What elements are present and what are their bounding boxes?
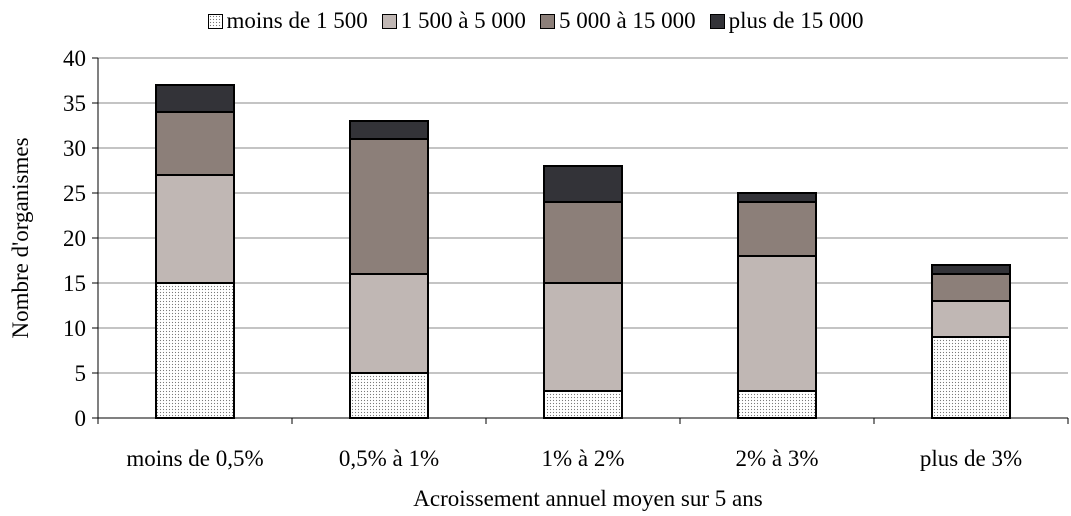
x-tick-label: 2% à 3%	[735, 446, 818, 471]
bar-segment	[155, 282, 235, 419]
bars	[155, 84, 1011, 419]
y-tick-label: 25	[63, 181, 86, 206]
bar-segment	[543, 201, 623, 284]
y-tick-label: 35	[63, 91, 86, 116]
legend-item-1500-5000: 1 500 à 5 000	[381, 8, 526, 34]
swatch-5000-15000	[539, 13, 555, 29]
legend-item-5000-15000: 5 000 à 15 000	[539, 8, 696, 34]
swatch-1500-5000	[381, 13, 397, 29]
legend-item-under-1500: moins de 1 500	[207, 8, 368, 34]
legend-label: 1 500 à 5 000	[400, 8, 526, 33]
bar-segment	[155, 111, 235, 176]
bar-segment	[931, 336, 1011, 419]
legend-item-over-15000: plus de 15 000	[709, 8, 864, 34]
y-axis-label: Nombre d'organismes	[8, 137, 33, 338]
bar-segment	[543, 282, 623, 392]
legend-label: 5 000 à 15 000	[558, 8, 696, 33]
bar-segment	[931, 264, 1011, 275]
x-tick-label: 0,5% à 1%	[339, 446, 439, 471]
y-tick-label: 15	[63, 271, 86, 296]
bar-segment	[737, 390, 817, 419]
y-tick-label: 30	[63, 136, 86, 161]
y-tick-label: 20	[63, 226, 86, 251]
legend: moins de 1 500 1 500 à 5 000 5 000 à 15 …	[0, 8, 1071, 34]
bar-segment	[155, 174, 235, 284]
y-tick-label: 0	[75, 406, 87, 431]
x-tick-label: moins de 0,5%	[126, 446, 263, 471]
legend-label: plus de 15 000	[728, 8, 864, 33]
bar-segment	[349, 120, 429, 140]
bar-segment	[543, 165, 623, 203]
bar-segment	[737, 192, 817, 203]
swatch-under-1500	[207, 13, 223, 29]
swatch-over-15000	[709, 13, 725, 29]
x-tick-label: plus de 3%	[920, 446, 1022, 471]
x-tick-label: 1% à 2%	[541, 446, 624, 471]
bar-segment	[931, 300, 1011, 338]
bar-segment	[349, 138, 429, 275]
legend-label: moins de 1 500	[226, 8, 368, 33]
y-tick-label: 10	[63, 316, 86, 341]
bar-segment	[155, 84, 235, 113]
bar-segment	[349, 372, 429, 419]
bar-segment	[737, 201, 817, 257]
bar-segment	[543, 390, 623, 419]
y-tick-label: 40	[63, 46, 86, 71]
x-axis-label: Acroissement annuel moyen sur 5 ans	[413, 486, 762, 511]
bar-segment	[349, 273, 429, 374]
bar-segment	[737, 255, 817, 392]
bar-segment	[931, 273, 1011, 302]
axes: 0 5 10 15 20 25 30 35 40 moins de 0,5% 0,5% à 1% 1%…	[63, 46, 1069, 471]
y-tick-label: 5	[75, 361, 87, 386]
